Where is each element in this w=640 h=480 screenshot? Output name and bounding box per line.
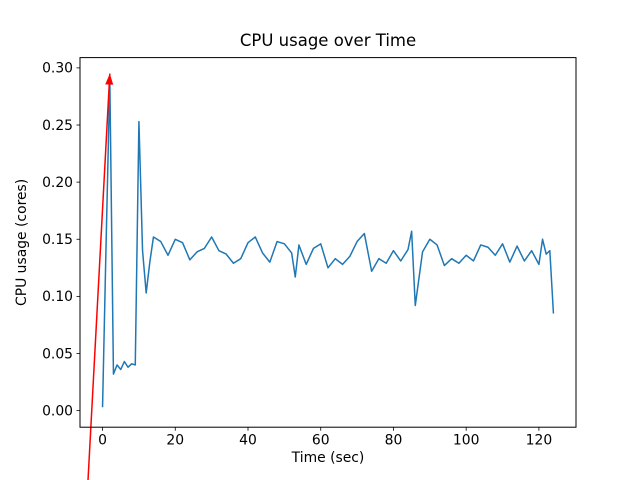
annotation-arrow xyxy=(87,73,114,480)
x-ticks: 0 20 40 60 80 100 120 xyxy=(98,427,552,449)
chart-title: CPU usage over Time xyxy=(240,31,416,50)
x-tick-label: 60 xyxy=(312,433,330,449)
y-tick-label: 0.05 xyxy=(42,346,73,362)
x-tick-label: 100 xyxy=(453,433,480,449)
x-tick-label: 80 xyxy=(385,433,403,449)
y-tick-label: 0.30 xyxy=(42,61,73,77)
arrowhead-icon xyxy=(105,73,114,85)
x-axis-label: Time (sec) xyxy=(291,450,365,466)
plot-frame xyxy=(79,57,577,428)
cpu-usage-line xyxy=(101,78,555,408)
x-tick-label: 120 xyxy=(526,433,553,449)
y-tick-label: 0.25 xyxy=(42,118,73,134)
y-tick-label: 0.20 xyxy=(42,175,73,191)
x-tick-label: 20 xyxy=(166,433,184,449)
y-axis-label: CPU usage (cores) xyxy=(14,179,30,306)
x-tick-label: 0 xyxy=(98,433,107,449)
y-ticks: 0.00 0.05 0.10 0.15 0.20 0.25 0.30 xyxy=(42,61,80,419)
y-tick-label: 0.15 xyxy=(42,232,73,248)
y-tick-label: 0.10 xyxy=(42,289,73,305)
x-tick-label: 40 xyxy=(239,433,257,449)
plot-area: 0 20 40 60 80 100 1200.000.050.100.150.200.250… xyxy=(42,57,577,480)
y-tick-label: 0.00 xyxy=(42,403,73,419)
